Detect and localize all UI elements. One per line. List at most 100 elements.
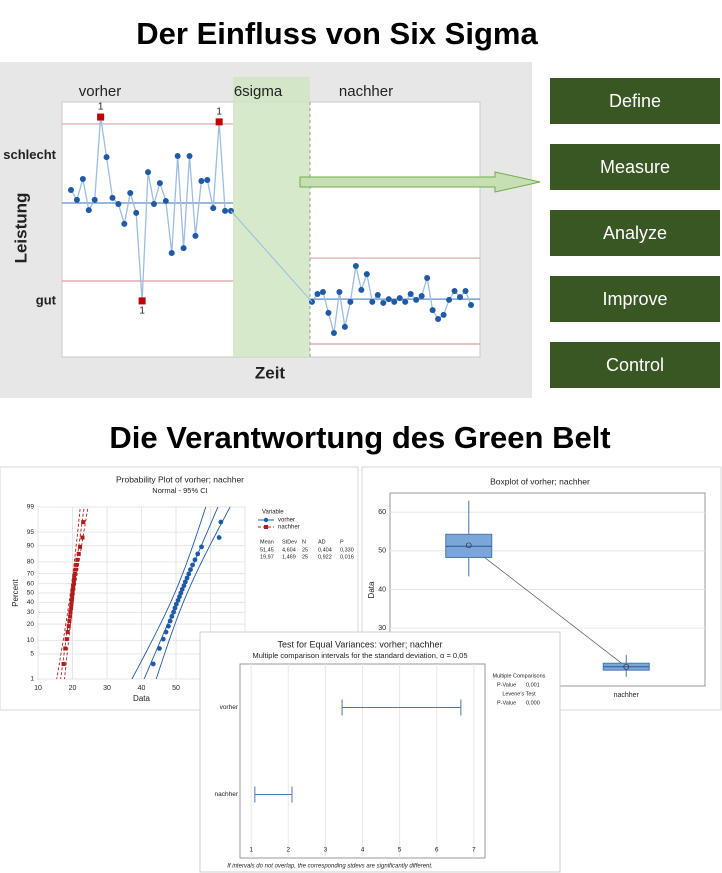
y-axis-label: Data <box>367 581 376 598</box>
slide-subtitle: Die Verantwortung des Green Belt <box>109 420 610 455</box>
data-point <box>186 153 193 160</box>
y-tick-label: 50 <box>378 548 386 555</box>
step-box <box>550 144 720 190</box>
x-tick-label: 5 <box>398 847 402 854</box>
data-point <box>402 298 409 305</box>
legend-label: vorher <box>278 518 295 524</box>
x-tick-label: 40 <box>138 685 146 692</box>
data-point <box>179 586 185 592</box>
out-of-control-point <box>97 113 105 121</box>
data-point <box>380 299 387 306</box>
step-label: Control <box>606 355 664 375</box>
y-tick-label: gut <box>36 292 57 307</box>
y-tick-label: 40 <box>27 599 35 606</box>
ci-band <box>56 507 81 679</box>
chart-title: Test for Equal Variances: vorher; nachhe… <box>278 639 443 649</box>
data-point <box>160 636 166 642</box>
data-point <box>74 562 79 567</box>
arrow <box>299 171 541 193</box>
data-point <box>68 614 73 619</box>
x-tick-label: 20 <box>69 685 77 692</box>
table-cell: 0,404 <box>318 547 332 553</box>
data-point <box>103 154 110 161</box>
y-tick-label: nachher <box>215 791 239 798</box>
data-point <box>162 197 169 204</box>
data-point <box>347 298 354 305</box>
table-cell: 4,604 <box>282 547 296 553</box>
step-box <box>550 78 720 124</box>
data-point <box>172 605 178 611</box>
x-tick-label: 4 <box>361 847 365 854</box>
phase-label: nachher <box>339 83 393 100</box>
x-axis-label: Zeit <box>255 363 286 382</box>
y-tick-label: 50 <box>27 590 35 597</box>
y-tick-label: schlecht <box>3 147 56 162</box>
data-point <box>424 274 431 281</box>
data-point <box>173 601 179 607</box>
process-steps: Define Measure Analyze Improve Control <box>550 78 720 388</box>
note-heading: Multiple Comparisons <box>493 673 546 679</box>
note-label: P-Value <box>497 700 516 706</box>
note-value: 0,000 <box>526 700 540 706</box>
data-point <box>91 196 98 203</box>
step-label: Measure <box>600 157 670 177</box>
y-tick-label: 90 <box>27 542 35 549</box>
data-point <box>63 646 68 651</box>
table-header: Mean <box>260 539 274 545</box>
y-tick-label: 99 <box>27 504 35 511</box>
legend-title: Variable <box>262 510 284 516</box>
note-label: P-Value <box>497 682 516 688</box>
data-point <box>457 294 464 301</box>
data-point <box>180 245 187 252</box>
data-point <box>65 630 70 635</box>
data-point <box>66 624 71 629</box>
data-point <box>440 311 447 318</box>
data-point <box>71 579 76 584</box>
y-tick-label: 20 <box>27 621 35 628</box>
table-header: N <box>302 539 306 545</box>
y-tick-label: 40 <box>378 586 386 593</box>
data-point <box>150 661 156 667</box>
data-point <box>167 618 173 624</box>
x-tick-label: 2 <box>286 847 290 854</box>
data-point <box>68 610 73 615</box>
series-group <box>56 507 89 679</box>
data-point <box>70 591 75 595</box>
mean-connector <box>468 545 627 668</box>
data-point <box>68 186 74 193</box>
ci-band <box>155 507 231 679</box>
data-point <box>70 587 75 592</box>
data-point <box>363 271 370 278</box>
data-point <box>109 194 116 201</box>
data-point <box>127 190 134 197</box>
chart-footer: If intervals do not overlap, the corresp… <box>227 864 432 870</box>
data-point <box>181 583 187 589</box>
transition-band <box>233 77 310 357</box>
data-point <box>182 579 188 585</box>
mean-symbol <box>623 663 630 670</box>
data-point <box>190 562 195 568</box>
y-tick-label: 95 <box>27 529 35 536</box>
data-point <box>174 153 181 160</box>
data-point <box>451 287 458 294</box>
y-tick-label: 5 <box>30 651 34 658</box>
data-point <box>80 535 85 540</box>
data-point <box>325 309 332 316</box>
y-tick-label: 80 <box>27 559 35 566</box>
data-point <box>218 519 224 525</box>
data-point <box>418 293 425 300</box>
data-point <box>177 594 182 600</box>
data-point <box>330 330 337 337</box>
legend-label: nachher <box>278 525 300 531</box>
data-point <box>61 661 66 666</box>
step-box <box>550 342 720 388</box>
data-point <box>204 177 211 184</box>
chart-title: Probability Plot of vorher; nachher <box>116 474 244 484</box>
data-point <box>70 594 75 599</box>
data-point <box>374 292 381 299</box>
y-axis-label: Leistung <box>11 193 30 264</box>
fit-line <box>60 507 85 679</box>
data-point <box>71 583 76 588</box>
data-point <box>222 207 229 214</box>
